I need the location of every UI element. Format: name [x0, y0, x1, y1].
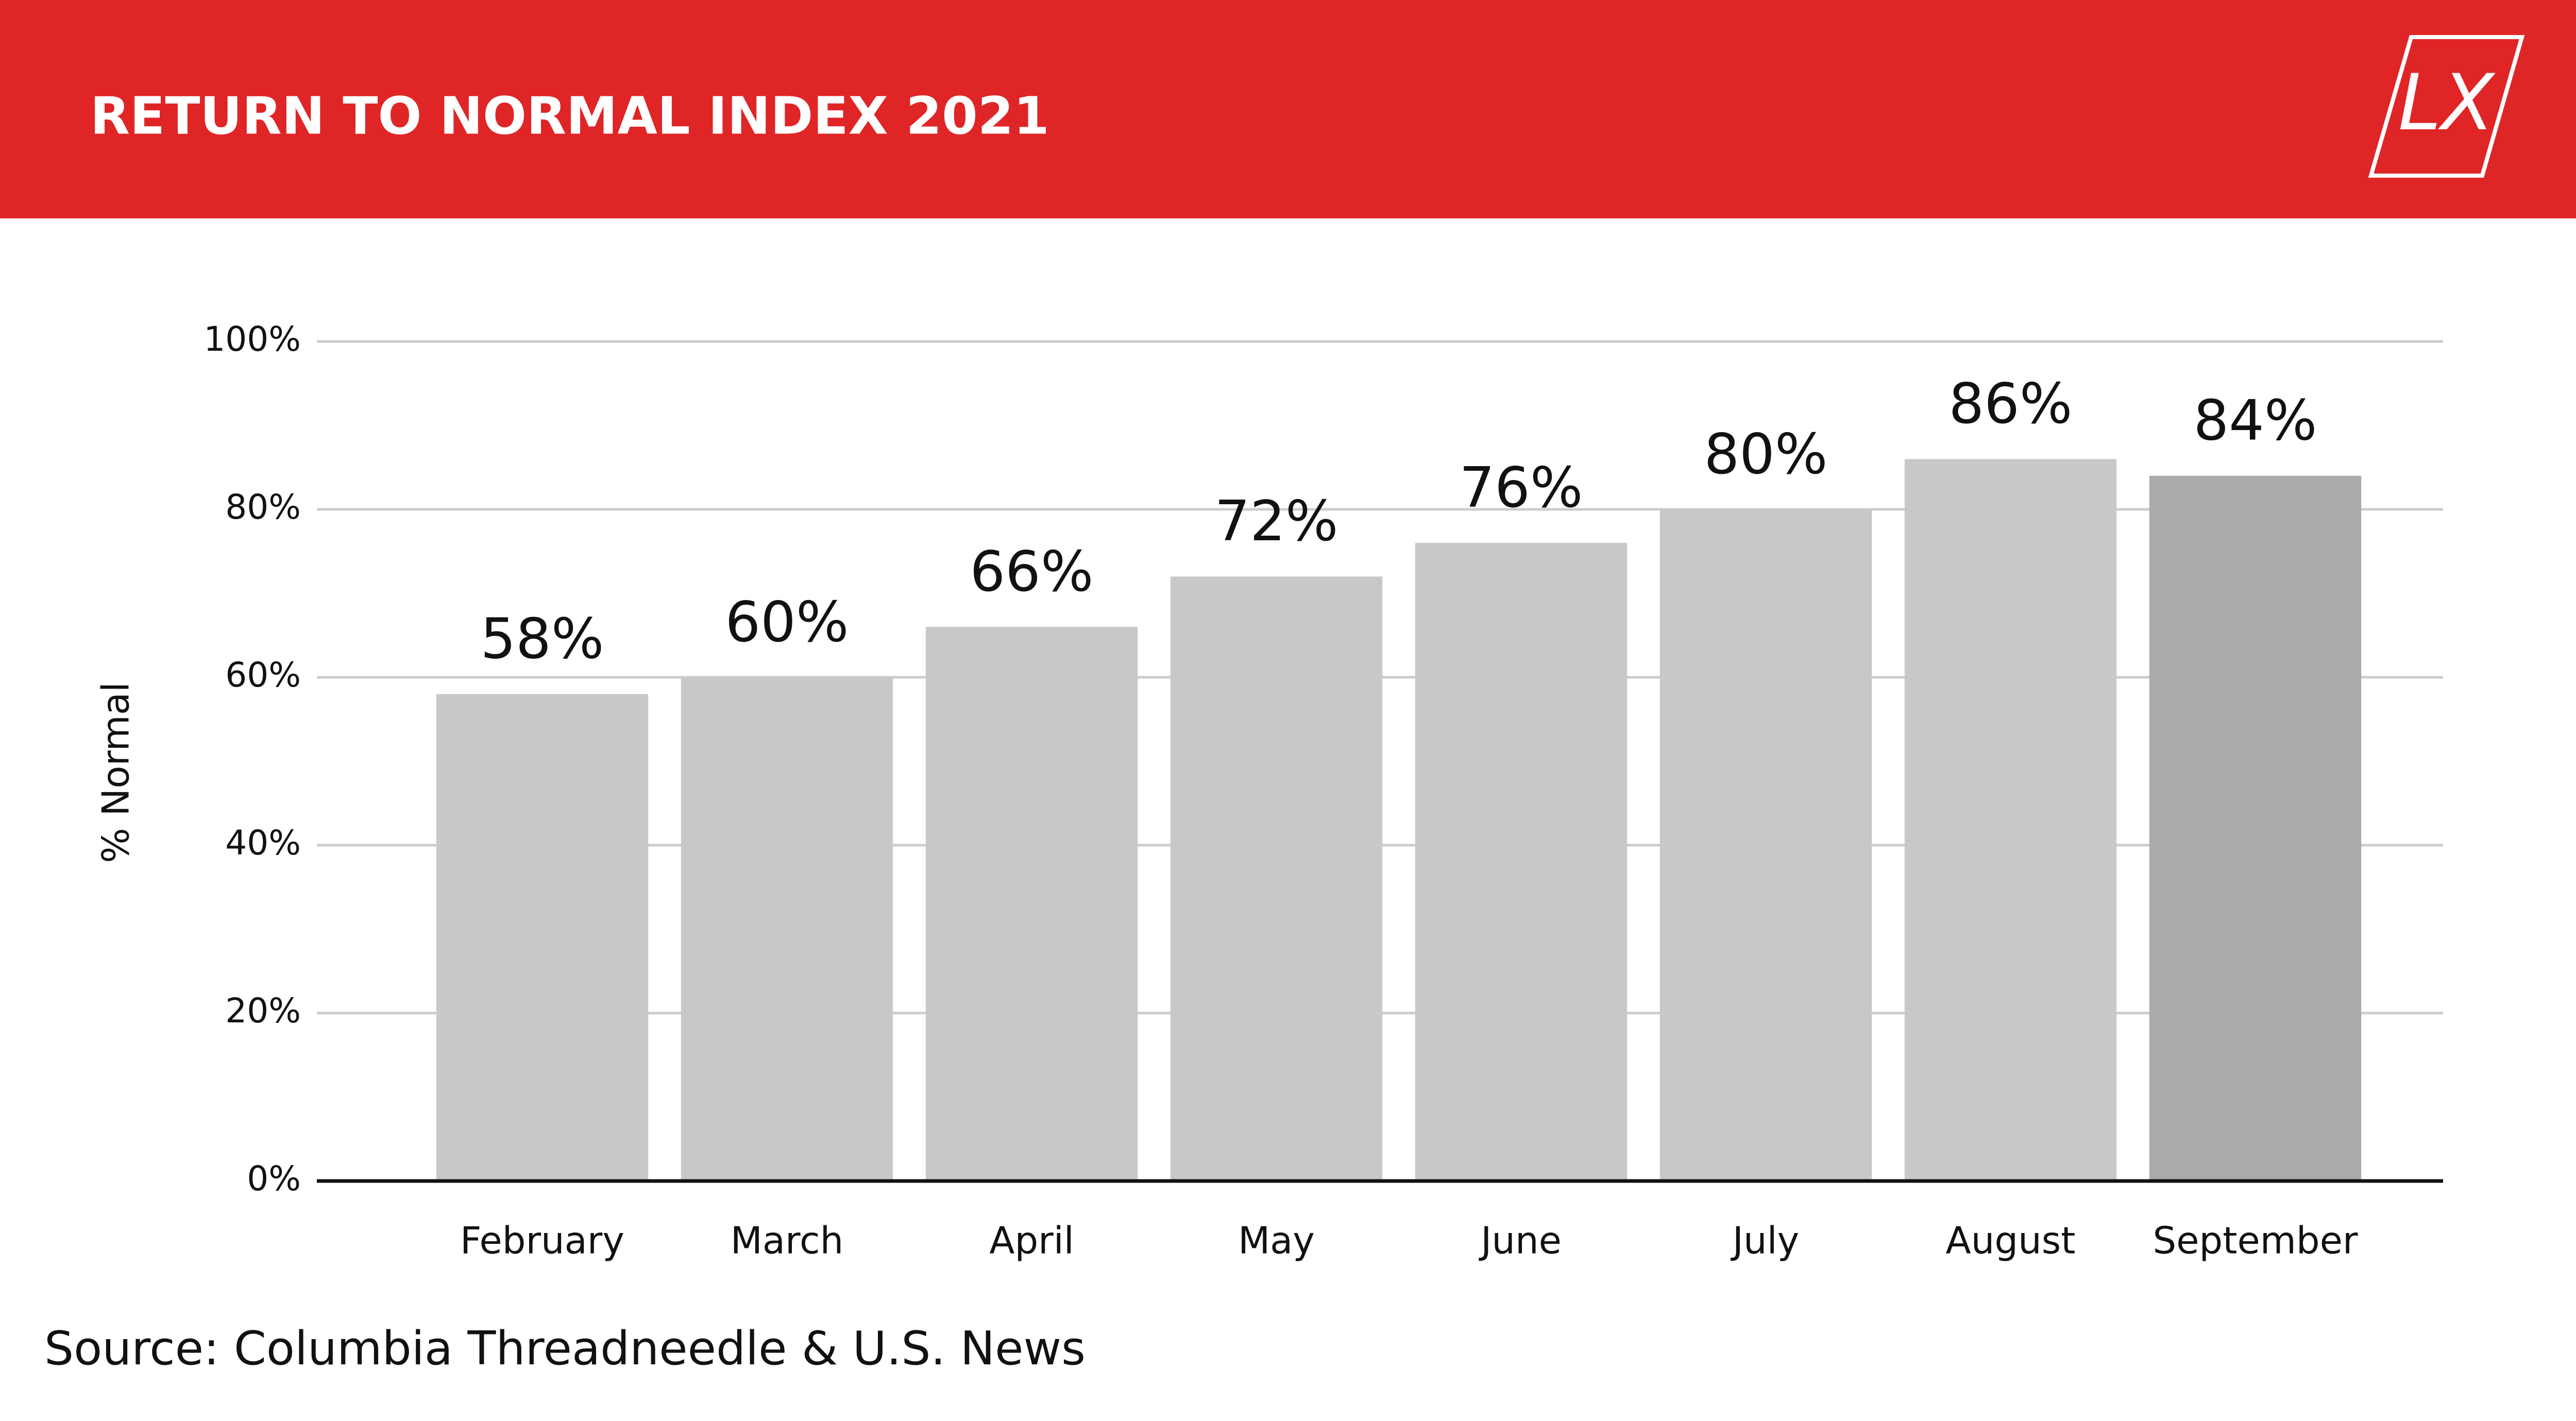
- x-tick-label: July: [1731, 1219, 1799, 1262]
- bar: [1170, 576, 1383, 1181]
- x-tick-label: June: [1479, 1219, 1562, 1262]
- logo-frame: [2368, 35, 2525, 178]
- x-tick-label: March: [731, 1219, 843, 1262]
- value-label: 76%: [1459, 456, 1583, 520]
- logo: LX: [2398, 58, 2496, 148]
- y-tick-label: 40%: [225, 823, 301, 863]
- x-tick-label: May: [1238, 1219, 1315, 1262]
- value-label: 72%: [1214, 489, 1338, 554]
- x-tick-label: August: [1946, 1219, 2076, 1262]
- x-tick-label: April: [989, 1219, 1074, 1262]
- value-label: 80%: [1704, 422, 1827, 487]
- value-label: 66%: [970, 540, 1093, 604]
- bar: [2149, 475, 2362, 1181]
- chart-title: RETURN TO NORMAL INDEX 2021: [90, 85, 1049, 146]
- value-label: 86%: [1948, 372, 2072, 436]
- header-band: [0, 0, 2576, 218]
- source: Source: Columbia Threadneedle & U.S. New…: [44, 1322, 1086, 1376]
- value-label: 84%: [2193, 389, 2317, 453]
- y-tick-label: 60%: [225, 655, 301, 695]
- value-label: 58%: [480, 607, 604, 671]
- bar: [1904, 459, 2117, 1182]
- y-tick-label: 0%: [247, 1159, 301, 1199]
- x-tick-label: September: [2153, 1219, 2358, 1262]
- y-axis-label: % Normal: [94, 682, 138, 863]
- bar: [925, 627, 1138, 1181]
- bar: [436, 694, 649, 1181]
- bar: [1415, 543, 1628, 1181]
- bar: [1659, 509, 1872, 1181]
- y-tick-label: 100%: [204, 319, 301, 359]
- y-tick-label: 80%: [225, 487, 301, 527]
- y-tick-label: 20%: [225, 991, 301, 1031]
- value-label: 60%: [725, 590, 849, 655]
- bar: [681, 677, 893, 1181]
- x-tick-label: February: [460, 1219, 624, 1262]
